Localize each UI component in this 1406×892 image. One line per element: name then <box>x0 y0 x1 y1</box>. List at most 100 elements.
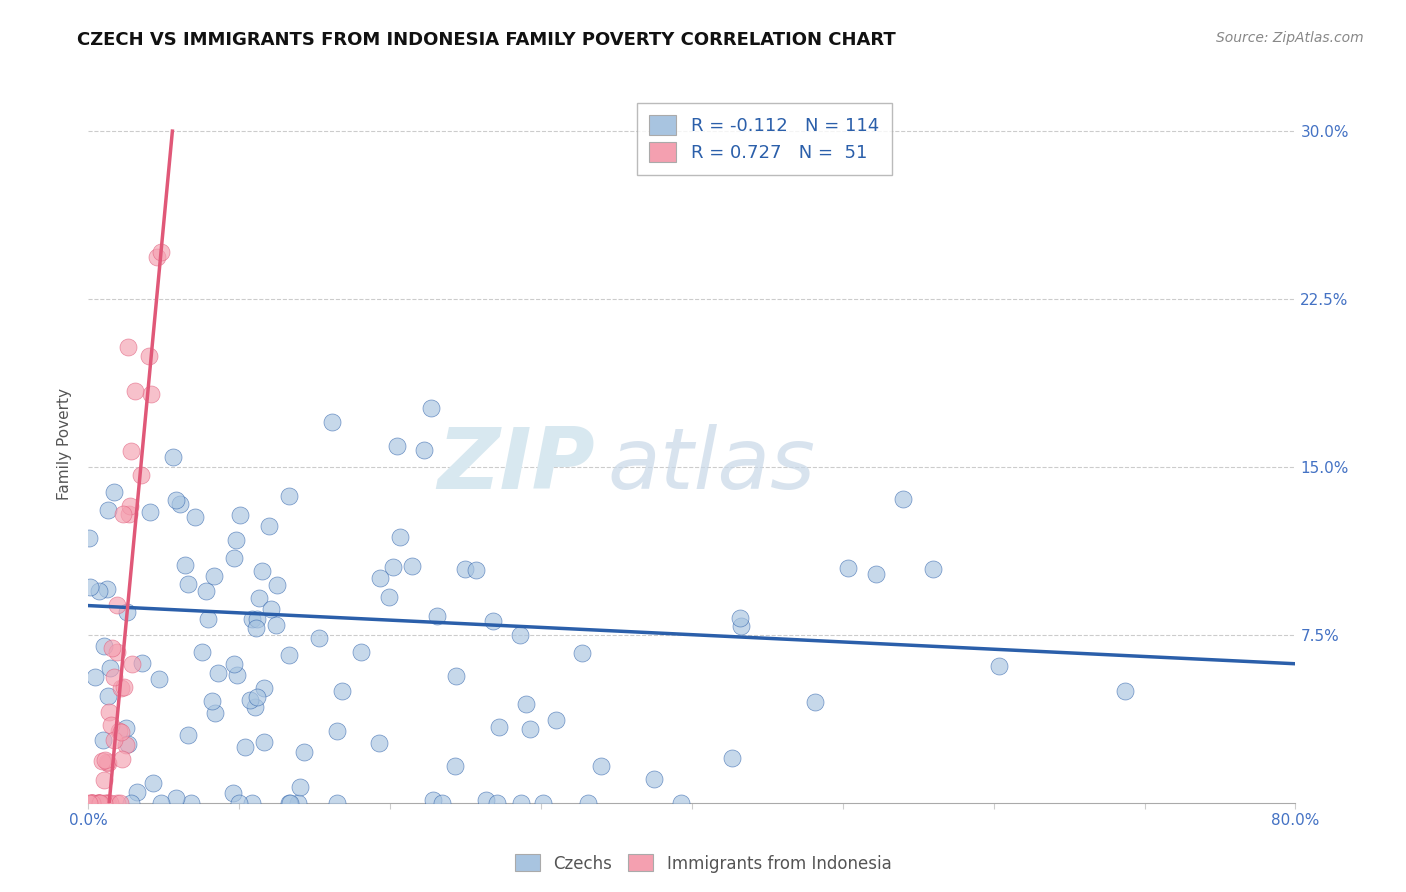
Point <box>377 590 399 604</box>
Point <box>82 796 104 810</box>
Point <box>669 796 692 810</box>
Point <box>420 401 443 415</box>
Point <box>79 580 101 594</box>
Point <box>103 733 125 747</box>
Point <box>87 796 110 810</box>
Point <box>266 618 288 632</box>
Point <box>488 720 510 734</box>
Point <box>127 785 149 799</box>
Point <box>100 718 122 732</box>
Text: Source: ZipAtlas.com: Source: ZipAtlas.com <box>1216 31 1364 45</box>
Point <box>475 793 498 807</box>
Point <box>288 780 311 794</box>
Point <box>82 796 104 810</box>
Point <box>129 468 152 483</box>
Point <box>83 796 105 810</box>
Point <box>202 569 225 583</box>
Point <box>169 497 191 511</box>
Point <box>252 735 274 749</box>
Legend: Czechs, Immigrants from Indonesia: Czechs, Immigrants from Indonesia <box>508 847 898 880</box>
Point <box>91 754 114 768</box>
Point <box>97 756 120 770</box>
Point <box>105 796 128 810</box>
Point <box>482 614 505 628</box>
Point <box>287 796 309 810</box>
Point <box>239 693 262 707</box>
Point <box>174 558 197 573</box>
Point <box>97 689 120 703</box>
Point <box>385 439 408 453</box>
Point <box>77 531 100 545</box>
Point <box>86 796 108 810</box>
Point <box>139 505 162 519</box>
Point <box>162 450 184 465</box>
Point <box>837 561 859 575</box>
Point <box>228 796 250 810</box>
Point <box>80 796 103 810</box>
Point <box>225 533 247 548</box>
Point <box>148 673 170 687</box>
Point <box>124 384 146 399</box>
Point <box>207 666 229 681</box>
Point <box>112 680 135 694</box>
Point <box>277 489 299 503</box>
Point <box>112 507 135 521</box>
Point <box>91 732 114 747</box>
Point <box>121 657 143 672</box>
Point <box>465 563 488 577</box>
Point <box>229 508 252 523</box>
Point <box>257 519 280 533</box>
Point <box>131 656 153 670</box>
Point <box>204 706 226 721</box>
Point <box>804 695 827 709</box>
Point <box>249 591 271 605</box>
Text: CZECH VS IMMIGRANTS FROM INDONESIA FAMILY POVERTY CORRELATION CHART: CZECH VS IMMIGRANTS FROM INDONESIA FAMIL… <box>77 31 896 49</box>
Point <box>80 796 103 810</box>
Point <box>105 645 128 659</box>
Point <box>149 796 172 810</box>
Point <box>444 758 467 772</box>
Point <box>278 648 301 663</box>
Point <box>233 740 256 755</box>
Point <box>382 560 405 574</box>
Point <box>292 745 315 759</box>
Point <box>94 754 117 768</box>
Point <box>368 736 391 750</box>
Point <box>250 564 273 578</box>
Point <box>226 667 249 681</box>
Point <box>103 485 125 500</box>
Point <box>412 442 434 457</box>
Point <box>89 796 111 810</box>
Point <box>165 493 187 508</box>
Point <box>243 700 266 714</box>
Point <box>118 507 141 521</box>
Point <box>96 796 118 810</box>
Point <box>422 793 444 807</box>
Point <box>240 796 263 810</box>
Point <box>115 605 138 619</box>
Point <box>332 683 354 698</box>
Point <box>101 640 124 655</box>
Point <box>308 632 330 646</box>
Point <box>96 582 118 596</box>
Point <box>515 697 537 711</box>
Point <box>98 705 121 719</box>
Point <box>103 670 125 684</box>
Point <box>544 713 567 727</box>
Point <box>177 728 200 742</box>
Point <box>115 738 138 752</box>
Point <box>191 645 214 659</box>
Point <box>110 725 132 739</box>
Point <box>139 387 162 401</box>
Point <box>96 796 118 810</box>
Point <box>108 723 131 738</box>
Point <box>891 491 914 506</box>
Point <box>93 796 115 810</box>
Point <box>240 612 263 626</box>
Point <box>222 786 245 800</box>
Point <box>138 349 160 363</box>
Point <box>93 640 115 654</box>
Point <box>246 611 269 625</box>
Point <box>110 681 132 695</box>
Point <box>146 250 169 264</box>
